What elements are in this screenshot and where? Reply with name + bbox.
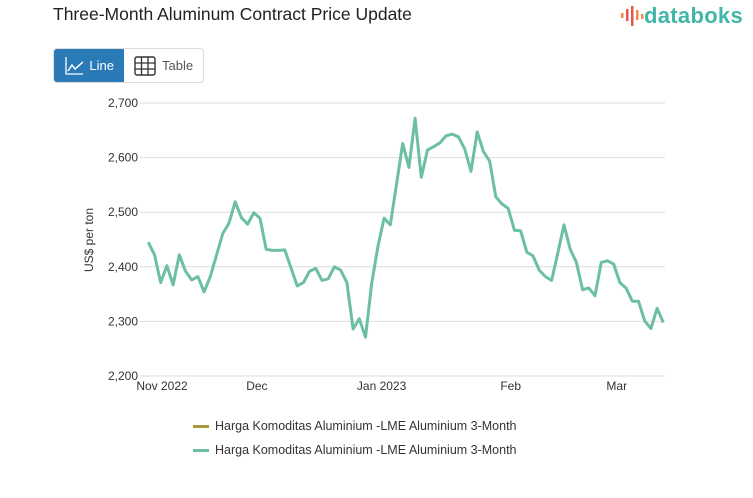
legend-label-1: Harga Komoditas Aluminium -LME Aluminium… — [215, 419, 517, 433]
x-tick-label: Feb — [500, 379, 521, 393]
table-grid-icon — [134, 55, 156, 76]
legend: Harga Komoditas Aluminium -LME Aluminium… — [193, 414, 517, 462]
view-toggle: Line Table — [53, 48, 204, 83]
y-tick-label: 2,400 — [108, 260, 138, 274]
legend-item-1[interactable]: Harga Komoditas Aluminium -LME Aluminium… — [193, 414, 517, 438]
y-tick-label: 2,200 — [108, 369, 138, 383]
legend-swatch-1 — [193, 424, 209, 428]
legend-swatch-2 — [193, 448, 209, 452]
line-view-label: Line — [89, 58, 114, 73]
series-line-2 — [146, 116, 665, 339]
legend-item-2[interactable]: Harga Komoditas Aluminium -LME Aluminium… — [193, 438, 517, 462]
table-view-button[interactable]: Table — [124, 49, 203, 82]
y-tick-label: 2,600 — [108, 151, 138, 165]
logo-text: databoks — [644, 3, 743, 28]
y-axis-label: US$ per ton — [82, 208, 96, 272]
x-tick-label: Jan 2023 — [357, 379, 407, 393]
y-tick-label: 2,300 — [108, 314, 138, 328]
x-tick-label: Nov 2022 — [136, 379, 188, 393]
line-chart: 2,200 2,300 2,400 2,500 2,600 2,700 Nov 2022 D… — [82, 96, 665, 393]
legend-label-2: Harga Komoditas Aluminium -LME Aluminium… — [215, 443, 517, 457]
y-tick-label: 2,700 — [108, 96, 138, 110]
table-view-label: Table — [162, 58, 194, 73]
line-view-button[interactable]: Line — [54, 49, 124, 82]
x-tick-label: Dec — [246, 379, 267, 393]
x-tick-label: Mar — [606, 379, 627, 393]
chart-title: Three-Month Aluminum Contract Price Upda… — [53, 4, 412, 24]
logo-bars-icon — [621, 6, 644, 26]
databoks-logo: databoks — [620, 3, 743, 29]
line-chart-icon — [65, 56, 84, 75]
y-tick-label: 2,500 — [108, 205, 138, 219]
